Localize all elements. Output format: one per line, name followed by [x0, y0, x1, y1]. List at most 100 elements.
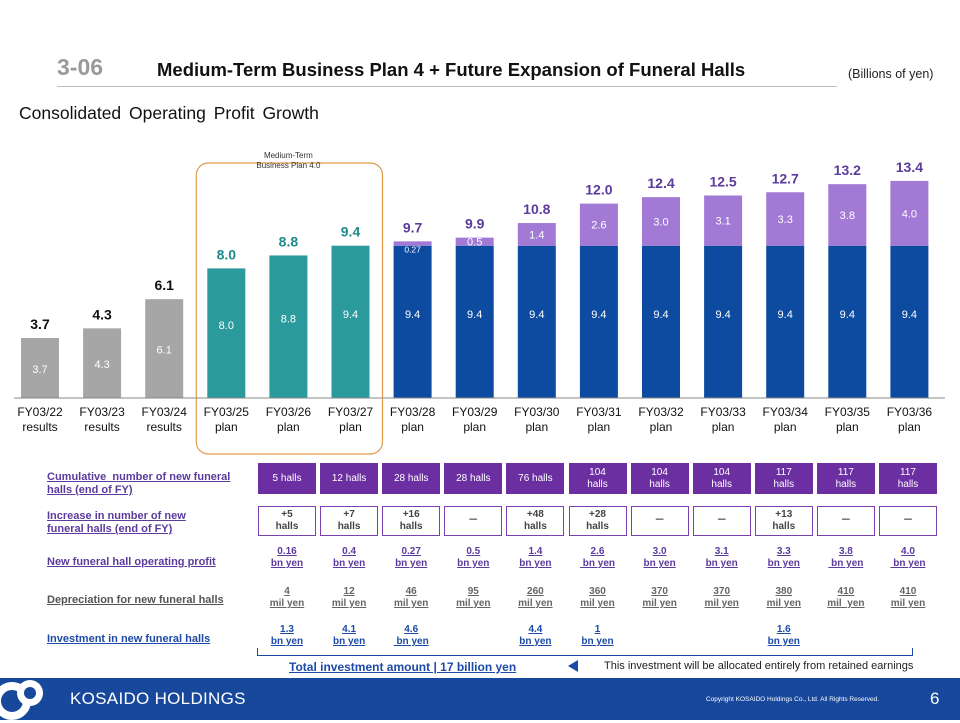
x-tick-label: FY03/33	[700, 405, 746, 419]
bar-base-label: 4.3	[94, 359, 109, 371]
x-tick-label: plan	[898, 420, 921, 434]
table-cell: 28 halls	[382, 463, 441, 494]
bar-base-label: 9.4	[778, 309, 793, 321]
page-title: Medium-Term Business Plan 4 + Future Exp…	[157, 59, 746, 80]
table-row-label: New funeral hall operating profit	[47, 556, 216, 568]
bar-base	[331, 245, 370, 398]
bar-total-label: 9.7	[403, 219, 423, 235]
bar-new-halls	[455, 237, 494, 246]
bar-base-label: 9.4	[343, 309, 358, 321]
bar-total-label: 12.7	[772, 170, 799, 186]
x-tick-label: plan	[525, 420, 548, 434]
bar-new-halls	[704, 195, 743, 246]
table-cell: －	[444, 506, 503, 536]
bar-total-label: 4.3	[92, 306, 112, 322]
bar-base	[83, 328, 122, 398]
total-bracket-line	[257, 655, 913, 656]
x-tick-label: plan	[277, 420, 300, 434]
table-cell: 28 halls	[444, 463, 503, 494]
bar-new-halls-label: 3.3	[778, 214, 793, 226]
table-cell: 1.3 bn yen	[270, 624, 304, 647]
x-tick-label: results	[147, 420, 182, 434]
table-cell: +28 halls	[568, 506, 627, 536]
x-tick-label: results	[84, 420, 119, 434]
table-cell: 4.6 bn yen	[396, 624, 429, 647]
bar-base-label: 3.7	[32, 364, 47, 376]
bar-base-label: 9.4	[902, 309, 917, 321]
x-tick-label: FY03/26	[266, 405, 312, 419]
table-cell: 4.1 bn yen	[332, 624, 366, 647]
bar-new-halls	[890, 180, 929, 246]
bar-new-halls-label: 0.5	[467, 237, 482, 249]
bar-total-label: 3.7	[30, 316, 50, 332]
bar-new-halls	[766, 192, 805, 246]
table-cell: 117 halls	[754, 463, 813, 494]
bar-total-label: 13.2	[834, 162, 861, 178]
bar-total-label: 13.4	[896, 159, 923, 175]
x-tick-label: FY03/29	[452, 405, 498, 419]
company-logo	[0, 680, 43, 720]
bar-base-label: 9.4	[529, 309, 544, 321]
bar-base	[393, 245, 432, 398]
bar-new-halls-label: 3.1	[715, 216, 730, 228]
x-tick-label: FY03/34	[763, 405, 809, 419]
table-cell: 0.16 bn yen	[270, 546, 304, 569]
table-cell: 1.4 bn yen	[519, 546, 552, 569]
footer-bar	[0, 678, 960, 720]
table-cell: +13 halls	[754, 506, 813, 536]
table-cell: 3.8 bn yen	[831, 546, 864, 569]
table-cell: 4.0 bn yen	[893, 546, 926, 569]
bar-base	[579, 245, 618, 398]
bar-base-label: 9.4	[653, 309, 668, 321]
bar-new-halls	[642, 197, 680, 246]
bar-base	[455, 245, 494, 398]
table-cell: 3.1 bn yen	[705, 546, 738, 569]
bar-base	[207, 268, 246, 398]
table-row-label: Cumulative number of new funeral halls (…	[47, 471, 231, 496]
table-cell: 0.5 bn yen	[457, 546, 490, 569]
x-tick-label: plan	[836, 420, 859, 434]
bar-total-label: 10.8	[523, 201, 550, 217]
plan-period-annotation: Medium-Term	[264, 151, 313, 160]
x-tick-label: plan	[215, 420, 238, 434]
table-cell: 46 mil yen	[393, 586, 429, 609]
x-tick-label: FY03/28	[390, 405, 436, 419]
table-cell: 104 halls	[630, 463, 689, 494]
table-cell: 5 halls	[258, 463, 316, 494]
bar-base-label: 9.4	[591, 309, 606, 321]
bar-base	[145, 299, 184, 398]
page-number: 6	[930, 689, 940, 708]
x-tick-label: results	[22, 420, 57, 434]
table-cell: 360 mil yen	[580, 586, 615, 609]
chart-subtitle: Consolidated Operating Profit Growth	[19, 103, 319, 123]
bar-new-halls-label: 4.0	[902, 208, 917, 220]
company-name: KOSAIDO HOLDINGS	[70, 689, 246, 708]
bar-total-label: 12.0	[585, 182, 612, 198]
bar-base	[269, 255, 308, 398]
table-cell: 3.3 bn yen	[767, 546, 800, 569]
x-tick-label: FY03/23	[79, 405, 125, 419]
table-cell: 0.27 bn yen	[395, 546, 428, 569]
bar-new-halls	[828, 184, 867, 246]
table-cell: 410 mil yen	[827, 586, 865, 609]
bar-new-halls	[517, 223, 556, 246]
table-cell: 0.4 bn yen	[332, 546, 366, 569]
unit-label: (Billions of yen)	[848, 67, 934, 81]
x-tick-label: FY03/32	[638, 405, 684, 419]
table-cell: +16 halls	[382, 506, 441, 536]
x-tick-label: plan	[339, 420, 362, 434]
investment-note: This investment will be allocated entire…	[604, 660, 914, 672]
table-cell: 260 mil yen	[518, 586, 553, 609]
total-bracket-left	[257, 648, 258, 656]
bar-base-label: 8.8	[281, 314, 296, 326]
table-cell: 3.0 bn yen	[643, 546, 676, 569]
bar-total-label: 6.1	[154, 277, 174, 293]
table-cell: +7 halls	[320, 506, 379, 536]
x-tick-label: plan	[588, 420, 611, 434]
table-cell: 117 halls	[879, 463, 937, 494]
bar-base-label: 9.4	[840, 309, 855, 321]
table-cell: －	[816, 506, 875, 536]
x-tick-label: plan	[650, 420, 673, 434]
bar-base	[828, 245, 867, 398]
plan-period-frame	[195, 162, 384, 455]
